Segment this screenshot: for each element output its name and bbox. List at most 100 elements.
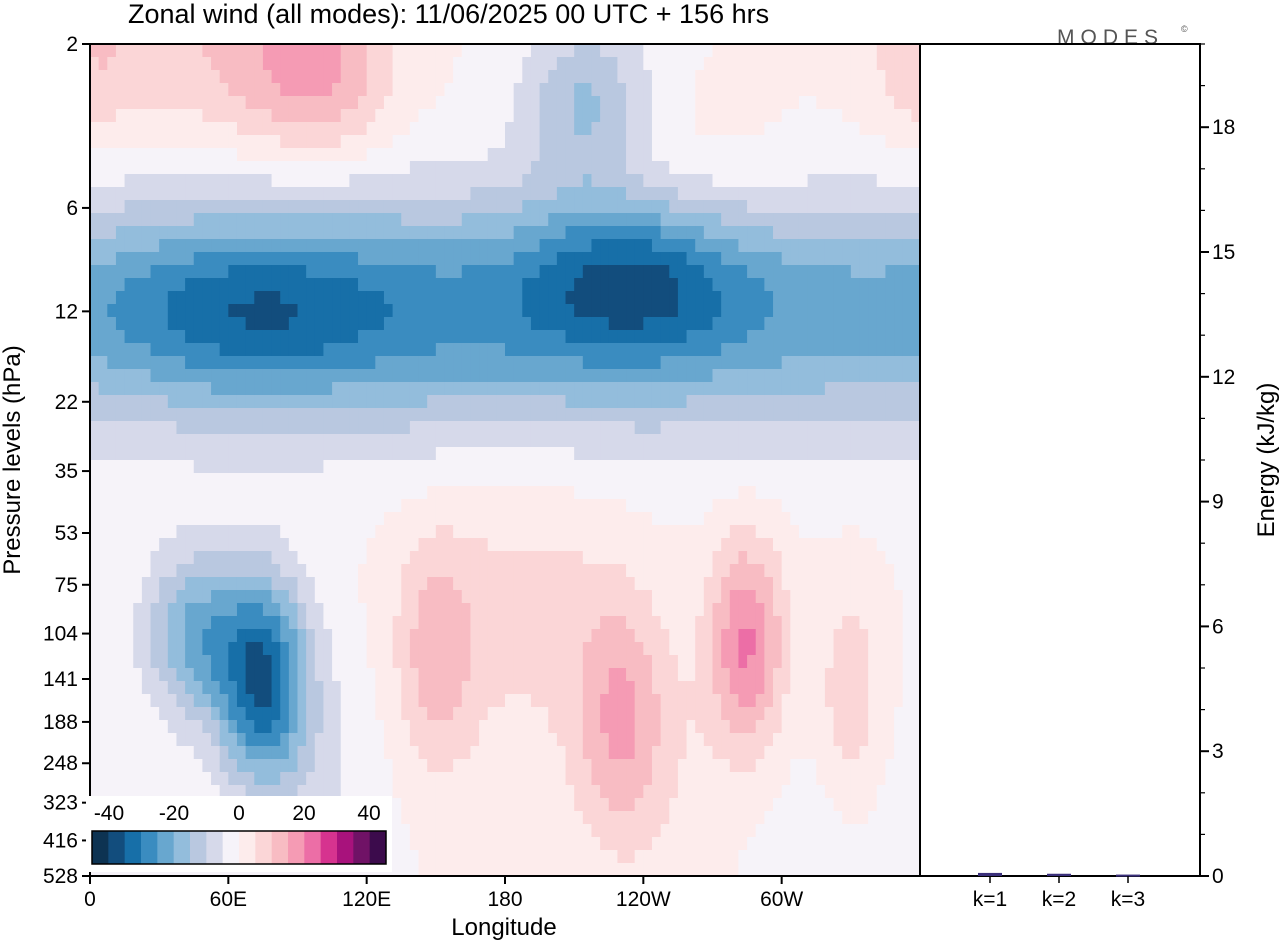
heatmap-cell xyxy=(911,343,920,357)
heatmap-cell xyxy=(556,564,567,578)
heatmap-cell xyxy=(427,460,437,474)
heatmap-cell xyxy=(548,122,558,136)
heatmap-cell xyxy=(487,226,497,240)
heatmap-cell xyxy=(236,447,247,461)
heatmap-cell xyxy=(124,96,134,110)
heatmap-cell xyxy=(608,395,618,409)
heatmap-cell xyxy=(167,694,178,708)
heatmap-cell xyxy=(539,304,549,318)
heatmap-cell xyxy=(366,174,376,188)
heatmap-cell xyxy=(159,304,169,318)
heatmap-cell xyxy=(660,109,670,123)
heatmap-cell xyxy=(392,356,402,370)
heatmap-cell xyxy=(159,590,169,604)
heatmap-cell xyxy=(176,109,186,123)
heatmap-cell xyxy=(271,356,281,370)
heatmap-cell xyxy=(876,408,887,422)
heatmap-cell xyxy=(686,174,696,188)
heatmap-cell xyxy=(617,187,627,201)
heatmap-cell xyxy=(807,499,817,513)
heatmap-cell xyxy=(340,551,350,565)
heatmap-cell xyxy=(358,616,368,630)
heatmap-cell xyxy=(660,473,670,487)
heatmap-cell xyxy=(150,317,160,331)
heatmap-cell xyxy=(280,694,290,708)
heatmap-cell xyxy=(721,564,731,578)
heatmap-cell xyxy=(245,213,255,227)
heatmap-cell xyxy=(176,655,186,669)
heatmap-cell xyxy=(349,629,359,643)
heatmap-cell xyxy=(236,265,247,279)
heatmap-cell xyxy=(798,291,809,305)
heatmap-cell xyxy=(453,603,463,617)
heatmap-cell xyxy=(401,538,411,552)
heatmap-cell xyxy=(660,317,670,331)
heatmap-cell xyxy=(185,343,195,357)
heatmap-cell xyxy=(703,668,714,682)
heatmap-cell xyxy=(712,369,722,383)
heatmap-cell xyxy=(729,603,740,617)
heatmap-cell xyxy=(444,356,454,370)
heatmap-cell xyxy=(306,239,316,253)
heatmap-cell xyxy=(133,395,143,409)
heatmap-cell xyxy=(868,707,878,721)
heatmap-cell xyxy=(349,486,359,500)
heatmap-cell xyxy=(401,616,411,630)
heatmap-cell xyxy=(773,291,783,305)
heatmap-cell xyxy=(505,369,515,383)
heatmap-cell xyxy=(159,317,169,331)
heatmap-cell xyxy=(323,538,333,552)
heatmap-cell xyxy=(522,109,532,123)
heatmap-cell xyxy=(228,291,238,305)
heatmap-cell xyxy=(548,473,558,487)
heatmap-cell xyxy=(98,239,108,253)
heatmap-cell xyxy=(176,96,186,110)
heatmap-cell xyxy=(608,577,618,591)
heatmap-cell xyxy=(608,707,618,721)
heatmap-cell xyxy=(842,590,852,604)
heatmap-cell xyxy=(314,57,325,71)
heatmap-cell xyxy=(418,655,428,669)
heatmap-cell xyxy=(280,577,290,591)
heatmap-cell xyxy=(401,200,411,214)
heatmap-cell xyxy=(522,44,532,58)
heatmap-cell xyxy=(176,577,186,591)
heatmap-cell xyxy=(643,499,653,513)
heatmap-cell xyxy=(262,304,273,318)
heatmap-cell xyxy=(669,343,679,357)
heatmap-cell xyxy=(461,135,472,149)
heatmap-cell xyxy=(556,239,567,253)
heatmap-cell xyxy=(358,226,368,240)
heatmap-cell xyxy=(401,408,411,422)
heatmap-cell xyxy=(487,200,497,214)
heatmap-cell xyxy=(617,122,627,136)
heatmap-cell xyxy=(608,694,618,708)
heatmap-cell xyxy=(141,135,152,149)
heatmap-cell xyxy=(677,707,688,721)
heatmap-cell xyxy=(773,642,783,656)
heatmap-cell xyxy=(660,96,670,110)
heatmap-cell xyxy=(366,616,376,630)
heatmap-cell xyxy=(548,603,558,617)
heatmap-cell xyxy=(522,642,532,656)
heatmap-cell xyxy=(539,642,549,656)
heatmap-cell xyxy=(703,395,714,409)
heatmap-cell xyxy=(185,629,195,643)
heatmap-cell xyxy=(513,707,523,721)
heatmap-cell xyxy=(245,44,255,58)
heatmap-cell xyxy=(159,603,169,617)
heatmap-cell xyxy=(340,161,350,175)
heatmap-cell xyxy=(487,148,497,162)
heatmap-cell xyxy=(159,564,169,578)
heatmap-cell xyxy=(522,460,532,474)
heatmap-cell xyxy=(712,551,722,565)
heatmap-cell xyxy=(582,356,593,370)
heatmap-cell xyxy=(418,343,428,357)
heatmap-cell xyxy=(876,161,887,175)
heatmap-cell xyxy=(695,395,705,409)
heatmap-cell xyxy=(323,434,333,448)
heatmap-cell xyxy=(332,434,342,448)
heatmap-cell xyxy=(314,278,325,292)
heatmap-cell xyxy=(254,356,264,370)
heatmap-cell xyxy=(280,616,290,630)
